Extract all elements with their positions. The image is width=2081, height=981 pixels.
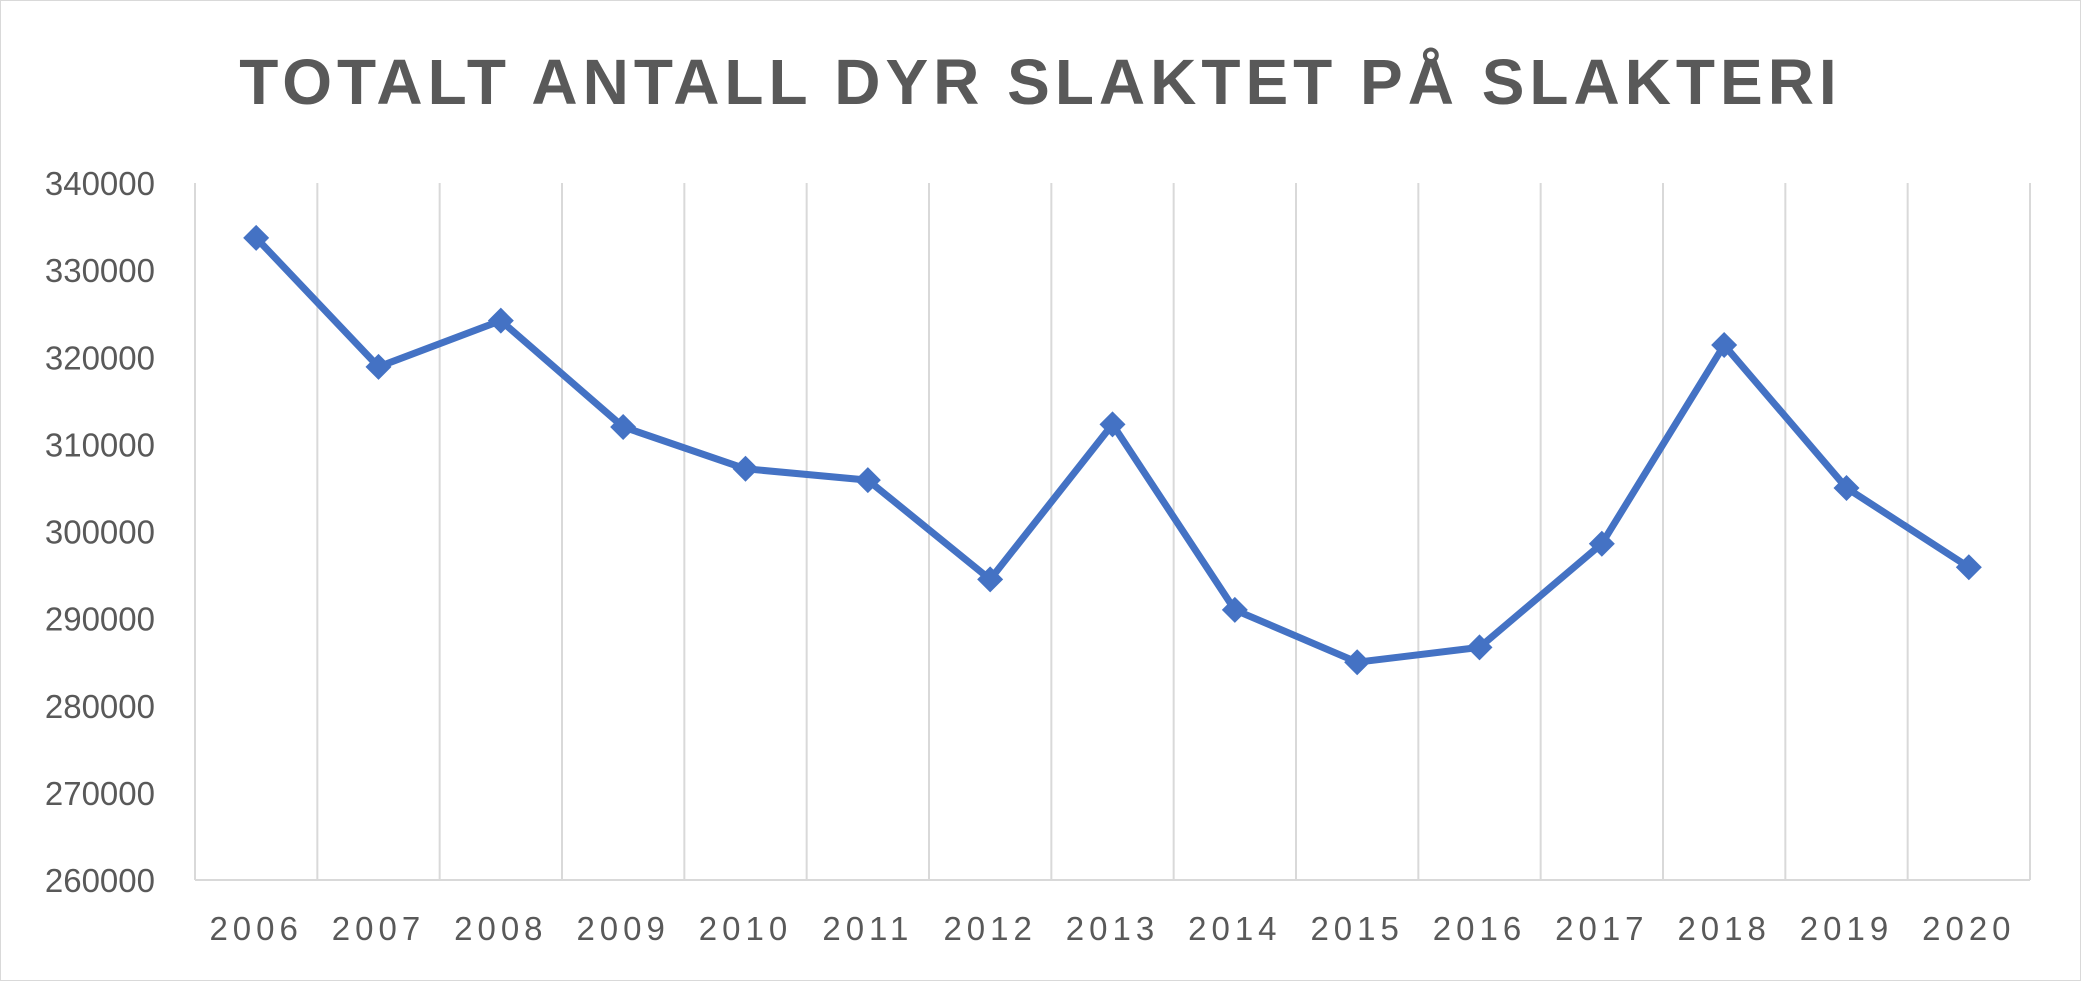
x-tick-label: 2018	[1677, 910, 1770, 947]
grid-layer	[194, 183, 2031, 880]
series-line	[252, 234, 1973, 666]
y-tick-label: 290000	[45, 601, 155, 638]
data-point-marker	[1099, 411, 1126, 438]
x-tick-label: 2013	[1066, 910, 1159, 947]
data-point-marker	[1588, 530, 1615, 557]
x-tick-labels: 2006 2007 2008 2009 2010 2011 2012 2013 2014 2015…	[209, 910, 2015, 947]
y-tick-label: 330000	[45, 252, 155, 289]
data-point-marker	[1466, 634, 1493, 661]
x-tick-label: 2010	[699, 910, 792, 947]
data-point-marker	[1221, 596, 1248, 623]
x-tick-label: 2006	[209, 910, 302, 947]
x-tick-label: 2019	[1800, 910, 1893, 947]
data-point-marker	[1344, 649, 1371, 676]
x-tick-label: 2009	[576, 910, 669, 947]
x-tick-label: 2015	[1310, 910, 1403, 947]
data-point-marker	[610, 413, 637, 440]
data-point-marker	[732, 455, 759, 482]
data-point-marker	[854, 467, 881, 494]
y-tick-label: 280000	[45, 688, 155, 725]
y-tick-label: 320000	[45, 339, 155, 376]
y-tick-label: 340000	[45, 165, 155, 202]
x-tick-label: 2020	[1922, 910, 2015, 947]
data-point-marker	[1833, 474, 1860, 501]
x-tick-label: 2011	[822, 910, 913, 947]
data-point-marker	[487, 307, 514, 334]
data-point-marker	[1955, 554, 1982, 581]
data-point-marker	[365, 353, 392, 380]
x-tick-label: 2014	[1188, 910, 1281, 947]
data-point-marker	[977, 566, 1004, 593]
y-tick-label: 260000	[45, 862, 155, 899]
y-tick-label: 270000	[45, 775, 155, 812]
y-tick-label: 300000	[45, 514, 155, 551]
x-tick-label: 2016	[1433, 910, 1526, 947]
x-tick-label: 2012	[943, 910, 1036, 947]
x-tick-label: 2008	[454, 910, 547, 947]
x-tick-label: 2017	[1555, 910, 1648, 947]
x-tick-label: 2007	[332, 910, 425, 947]
y-tick-labels: 260000 270000 280000 290000 300000 310000 3200…	[45, 165, 155, 899]
series-layer	[243, 224, 1982, 676]
chart-title: TOTALT ANTALL DYR SLAKTET PÅ SLAKTERI	[239, 46, 1842, 118]
y-tick-label: 310000	[45, 426, 155, 463]
data-point-marker	[1711, 332, 1738, 359]
data-point-marker	[243, 224, 270, 251]
